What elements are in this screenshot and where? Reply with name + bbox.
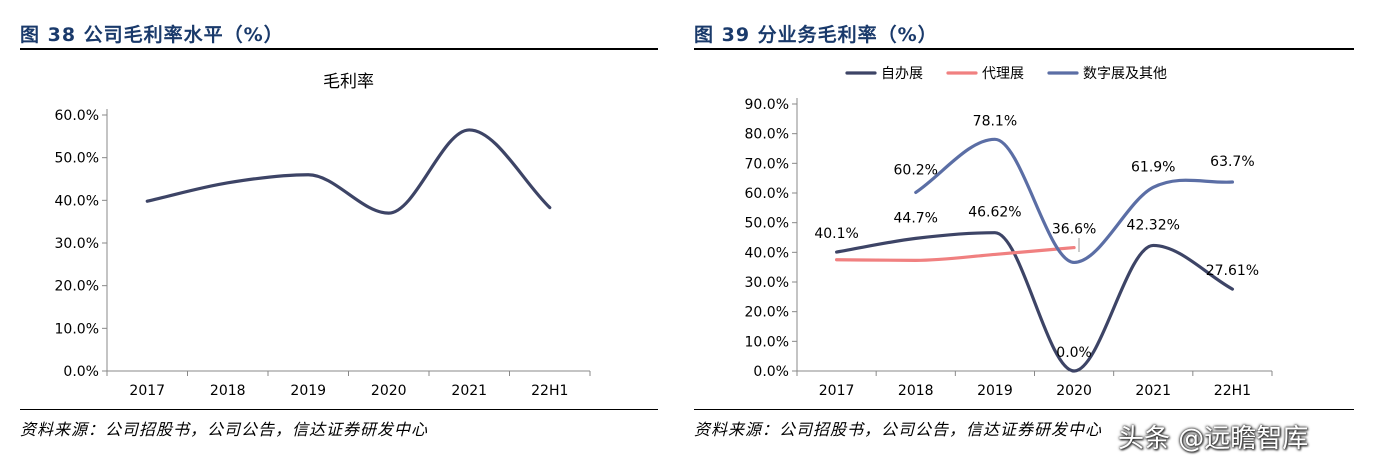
x-tick-label: 2017	[129, 383, 165, 399]
y-tick-label: 90.0%	[745, 97, 789, 113]
data-label: 0.0%	[1056, 345, 1092, 361]
right-source-note: 资料来源：公司招股书，公司公告，信达证券研发中心	[694, 420, 1103, 439]
series-0-line	[834, 231, 1235, 373]
y-tick-label: 60.0%	[55, 108, 99, 124]
data-label: 27.61%	[1206, 263, 1259, 279]
x-tick-label: 22H1	[531, 383, 568, 399]
y-tick-label: 0.0%	[63, 364, 99, 380]
left-caption-rule	[20, 48, 658, 50]
data-label: 40.1%	[814, 226, 858, 242]
y-tick-label: 30.0%	[55, 236, 99, 252]
chart-title: 毛利率	[323, 72, 374, 92]
x-tick-label: 2017	[819, 383, 855, 399]
series-2-line	[914, 137, 1235, 265]
series-1-line	[834, 245, 1076, 262]
x-tick-label: 2019	[977, 383, 1013, 399]
series-line-line	[145, 128, 552, 215]
x-tick-label: 22H1	[1214, 383, 1251, 399]
x-tick-label: 2018	[210, 383, 246, 399]
y-tick-label: 20.0%	[745, 305, 789, 321]
data-label: 78.1%	[973, 113, 1017, 129]
legend-label: 数字展及其他	[1083, 66, 1167, 82]
data-label: 61.9%	[1131, 159, 1175, 175]
x-tick-label: 2020	[371, 383, 407, 399]
legend-label: 自办展	[881, 66, 923, 82]
segment-margin-chart: 0.0% 10.0% 20.0% 30.0% 40.0% 50.0% 60.0% 70.0% 8…	[745, 66, 1273, 399]
y-tick-label: 30.0%	[745, 275, 789, 291]
y-tick-label: 50.0%	[55, 151, 99, 167]
y-tick-label: 50.0%	[745, 216, 789, 232]
y-tick-label: 10.0%	[745, 334, 789, 350]
y-tick-label: 60.0%	[745, 186, 789, 202]
right-caption-rule	[694, 48, 1354, 50]
left-figure-panel: 图 38 公司毛利率水平（%） 毛利率 0.0% 10.0% 20.0% 30.0% 40…	[0, 0, 672, 473]
y-tick-label: 20.0%	[55, 279, 99, 295]
right-figure-panel: 图 39 分业务毛利率（%） 0.0% 10.0% 20.0% 30.0% 40.0% 5…	[672, 0, 1385, 473]
data-label: 36.6%	[1052, 222, 1096, 238]
y-tick-label: 70.0%	[745, 156, 789, 172]
y-tick-label: 80.0%	[745, 127, 789, 143]
data-label: 42.32%	[1127, 217, 1180, 233]
y-tick-label: 40.0%	[55, 193, 99, 209]
x-tick-label: 2021	[451, 383, 487, 399]
data-label: 60.2%	[894, 162, 938, 178]
data-label: 46.62%	[968, 205, 1021, 221]
data-label: 44.7%	[894, 210, 938, 226]
legend-label: 代理展	[982, 66, 1024, 82]
left-source-note: 资料来源：公司招股书，公司公告，信达证券研发中心	[20, 420, 429, 439]
y-tick-label: 40.0%	[745, 245, 789, 261]
right-source-rule	[694, 409, 1354, 410]
x-tick-label: 2021	[1135, 383, 1171, 399]
data-label: 63.7%	[1210, 154, 1254, 170]
x-tick-label: 2019	[290, 383, 326, 399]
left-source-rule	[20, 409, 658, 410]
gross-margin-chart: 毛利率 0.0% 10.0% 20.0% 30.0% 40.0% 50.0% 60.0% 201…	[55, 72, 591, 399]
watermark: 头条 @远瞻智库	[1118, 424, 1309, 454]
left-figure-caption: 图 38 公司毛利率水平（%）	[20, 24, 284, 46]
right-figure-caption: 图 39 分业务毛利率（%）	[694, 24, 938, 46]
x-tick-label: 2018	[898, 383, 934, 399]
y-tick-label: 0.0%	[753, 364, 789, 380]
x-tick-label: 2020	[1056, 383, 1092, 399]
y-tick-label: 10.0%	[55, 321, 99, 337]
